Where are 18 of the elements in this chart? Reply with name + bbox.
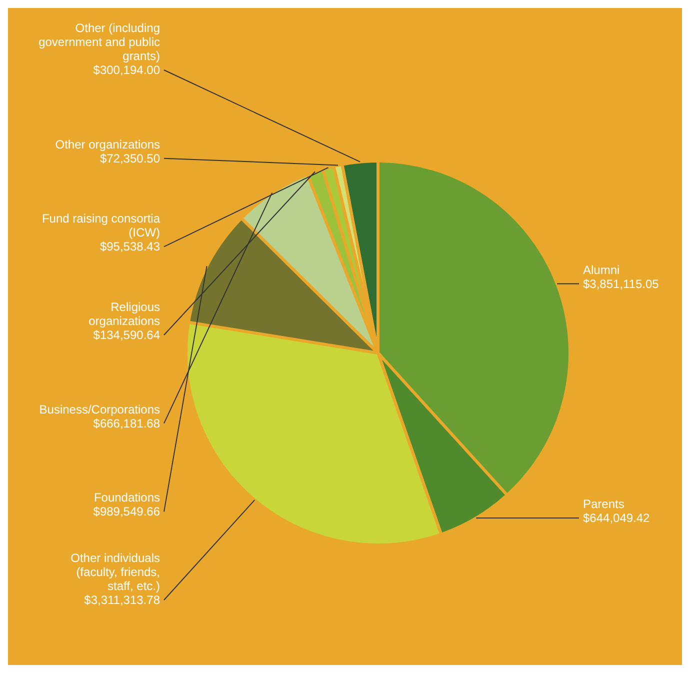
data-label: $300,194.00 xyxy=(93,63,160,77)
slice-label: Other (including government and public grants) xyxy=(38,21,160,63)
data-label: $134,590.64 xyxy=(93,328,160,342)
data-label: $989,549.66 xyxy=(93,504,160,519)
slice-label: Business/Corporations xyxy=(39,402,160,416)
slice-label: Other organizations xyxy=(55,137,160,152)
slice-label: Foundations xyxy=(94,490,160,505)
slice-label: Fund raising consortia (ICW) xyxy=(42,212,160,240)
data-label: $644,049.42 xyxy=(583,511,650,526)
slice-label: Parents xyxy=(583,497,624,512)
data-label: $3,851,115.05 xyxy=(583,276,660,291)
data-label: $72,350.50 xyxy=(100,151,160,166)
slice-label: Other individuals (faculty, friends, staff, etc.) xyxy=(70,551,160,593)
slice-label: Alumni xyxy=(583,262,620,277)
data-label: $3,311,313.78 xyxy=(84,593,160,607)
data-label: $666,181.68 xyxy=(93,416,160,430)
data-label: $95,538.43 xyxy=(100,240,160,254)
slice-label: Religious organizations xyxy=(88,300,160,328)
